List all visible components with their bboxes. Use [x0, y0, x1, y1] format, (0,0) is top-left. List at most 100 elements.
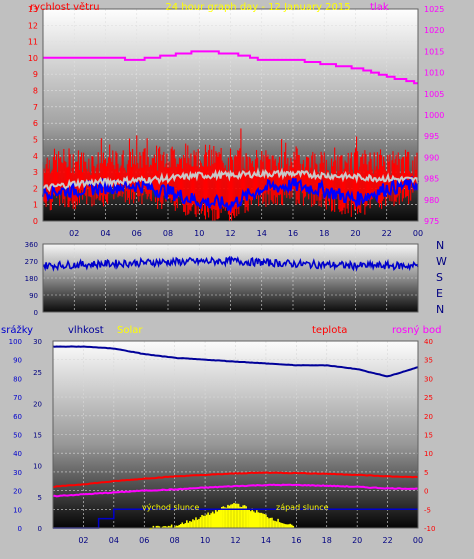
pressure-axis-title: tlak — [370, 2, 389, 13]
temperature-tick-label: -5 — [424, 506, 431, 514]
rain-tick-label: 25 — [33, 369, 42, 377]
wind-pressure-frame — [42, 8, 419, 222]
hour-tick-label: 16 — [288, 229, 298, 238]
pressure-tick-label: 1025 — [424, 5, 444, 14]
temperature-tick-label: 20 — [424, 413, 433, 421]
rain-axis-title: srážky — [1, 324, 33, 336]
direction-tick-label: 270 — [25, 258, 38, 266]
rain-tick-label: 20 — [33, 400, 42, 408]
hour-tick-label: 08 — [163, 229, 173, 238]
wind-speed-tick-label: 11 — [28, 38, 38, 47]
compass-label: W — [436, 255, 447, 268]
climate-hour-tick-label: 00 — [413, 536, 423, 545]
pressure-tick-label: 1020 — [424, 26, 444, 35]
wind-speed-tick-label: 9 — [33, 70, 38, 79]
wind-direction-series — [42, 255, 419, 272]
climate-hour-tick-label: 02 — [78, 536, 88, 545]
hour-tick-label: 10 — [194, 229, 204, 238]
direction-tick-label: 360 — [25, 241, 38, 249]
humidity-tick-label: 40 — [13, 450, 22, 458]
climate-hour-tick-label: 16 — [291, 536, 301, 545]
direction-tick-label: 180 — [25, 275, 38, 283]
temperature-tick-label: 10 — [424, 450, 433, 458]
wind-speed-tick-label: 6 — [33, 119, 38, 128]
pressure-tick-label: 985 — [424, 175, 439, 184]
climate-ticks: 0102030405060708090100051015202530-10-50… — [9, 338, 436, 545]
humidity-tick-label: 0 — [18, 525, 22, 533]
rain-tick-label: 10 — [33, 463, 42, 471]
pressure-tick-label: 1015 — [424, 47, 444, 56]
climate-hour-tick-label: 10 — [200, 536, 210, 545]
climate-series — [52, 345, 419, 530]
direction-tick-label: 90 — [29, 292, 38, 300]
direction-tick-label: 0 — [34, 309, 38, 317]
temperature-tick-label: 15 — [424, 432, 433, 440]
humidity-tick-label: 100 — [9, 338, 22, 346]
pressure-tick-label: 990 — [424, 153, 439, 162]
wind-speed-tick-label: 8 — [33, 87, 38, 96]
hour-tick-label: 12 — [225, 229, 235, 238]
humidity-tick-label: 50 — [13, 432, 22, 440]
compass-label: N — [436, 303, 444, 316]
rain-line — [53, 508, 418, 529]
humidity-tick-label: 90 — [13, 357, 22, 365]
climate-hour-tick-label: 18 — [322, 536, 332, 545]
wind-direction-frame — [42, 243, 419, 313]
chart-title: 24 hour graph day - 12 January 2015 — [165, 2, 350, 13]
temperature-tick-label: 25 — [424, 394, 433, 402]
hour-tick-label: 20 — [350, 229, 360, 238]
dewpoint-line — [52, 483, 419, 498]
wind-speed-tick-label: 1 — [33, 201, 38, 210]
pressure-tick-label: 1010 — [424, 69, 444, 78]
compass-label: E — [436, 287, 443, 300]
wind-speed-tick-label: 13 — [28, 5, 38, 14]
temperature-tick-label: -10 — [424, 525, 435, 533]
rain-tick-label: 15 — [33, 432, 42, 440]
wind-pressure-chart: 0123456789101112139759809859909951000100… — [28, 1, 445, 238]
wind-speed-axis-title: rychlost větru — [30, 1, 100, 13]
rain-tick-label: 5 — [38, 494, 42, 502]
climate-hour-tick-label: 22 — [382, 536, 392, 545]
sunset-annotation: západ slunce — [276, 503, 329, 512]
climate-hour-tick-label: 04 — [109, 536, 119, 545]
wind-direction-line — [42, 255, 419, 272]
wind-speed-tick-label: 3 — [33, 168, 38, 177]
humidity-tick-label: 20 — [13, 488, 22, 496]
temperature-axis-title: teplota — [312, 325, 347, 336]
hour-tick-label: 22 — [382, 229, 392, 238]
temperature-tick-label: 35 — [424, 357, 433, 365]
compass-label: N — [436, 239, 444, 252]
pressure-tick-label: 1000 — [424, 111, 444, 120]
temperature-line — [52, 471, 419, 489]
rain-tick-label: 0 — [38, 525, 42, 533]
climate-frame — [52, 340, 419, 529]
climate-hour-tick-label: 20 — [352, 536, 362, 545]
humidity-tick-label: 30 — [13, 469, 22, 477]
humidity-axis-title: vlhkost — [68, 325, 104, 336]
sunrise-annotation: východ slunce — [142, 503, 199, 512]
solar-axis-title: Solar — [117, 325, 143, 336]
pressure-line — [43, 50, 418, 85]
hour-tick-label: 06 — [132, 229, 142, 238]
wind-speed-tick-label: 0 — [33, 217, 38, 226]
climate-hour-tick-label: 12 — [230, 536, 240, 545]
hour-tick-label: 02 — [69, 229, 79, 238]
compass-label: S — [436, 271, 443, 284]
wind-speed-tick-label: 12 — [28, 21, 38, 30]
pressure-tick-label: 980 — [424, 196, 439, 205]
wind-speed-tick-label: 10 — [28, 54, 38, 63]
hour-tick-label: 18 — [319, 229, 329, 238]
temperature-tick-label: 5 — [424, 469, 428, 477]
wind-speed-tick-label: 5 — [33, 135, 38, 144]
climate-chart: 0102030405060708090100051015202530-10-50… — [1, 324, 441, 545]
wind-speed-tick-label: 4 — [33, 152, 38, 161]
pressure-tick-label: 1005 — [424, 90, 444, 99]
humidity-tick-label: 10 — [13, 506, 22, 514]
wind-smoothed-line — [42, 167, 419, 193]
temperature-tick-label: 30 — [424, 375, 433, 383]
rain-tick-label: 30 — [33, 338, 42, 346]
